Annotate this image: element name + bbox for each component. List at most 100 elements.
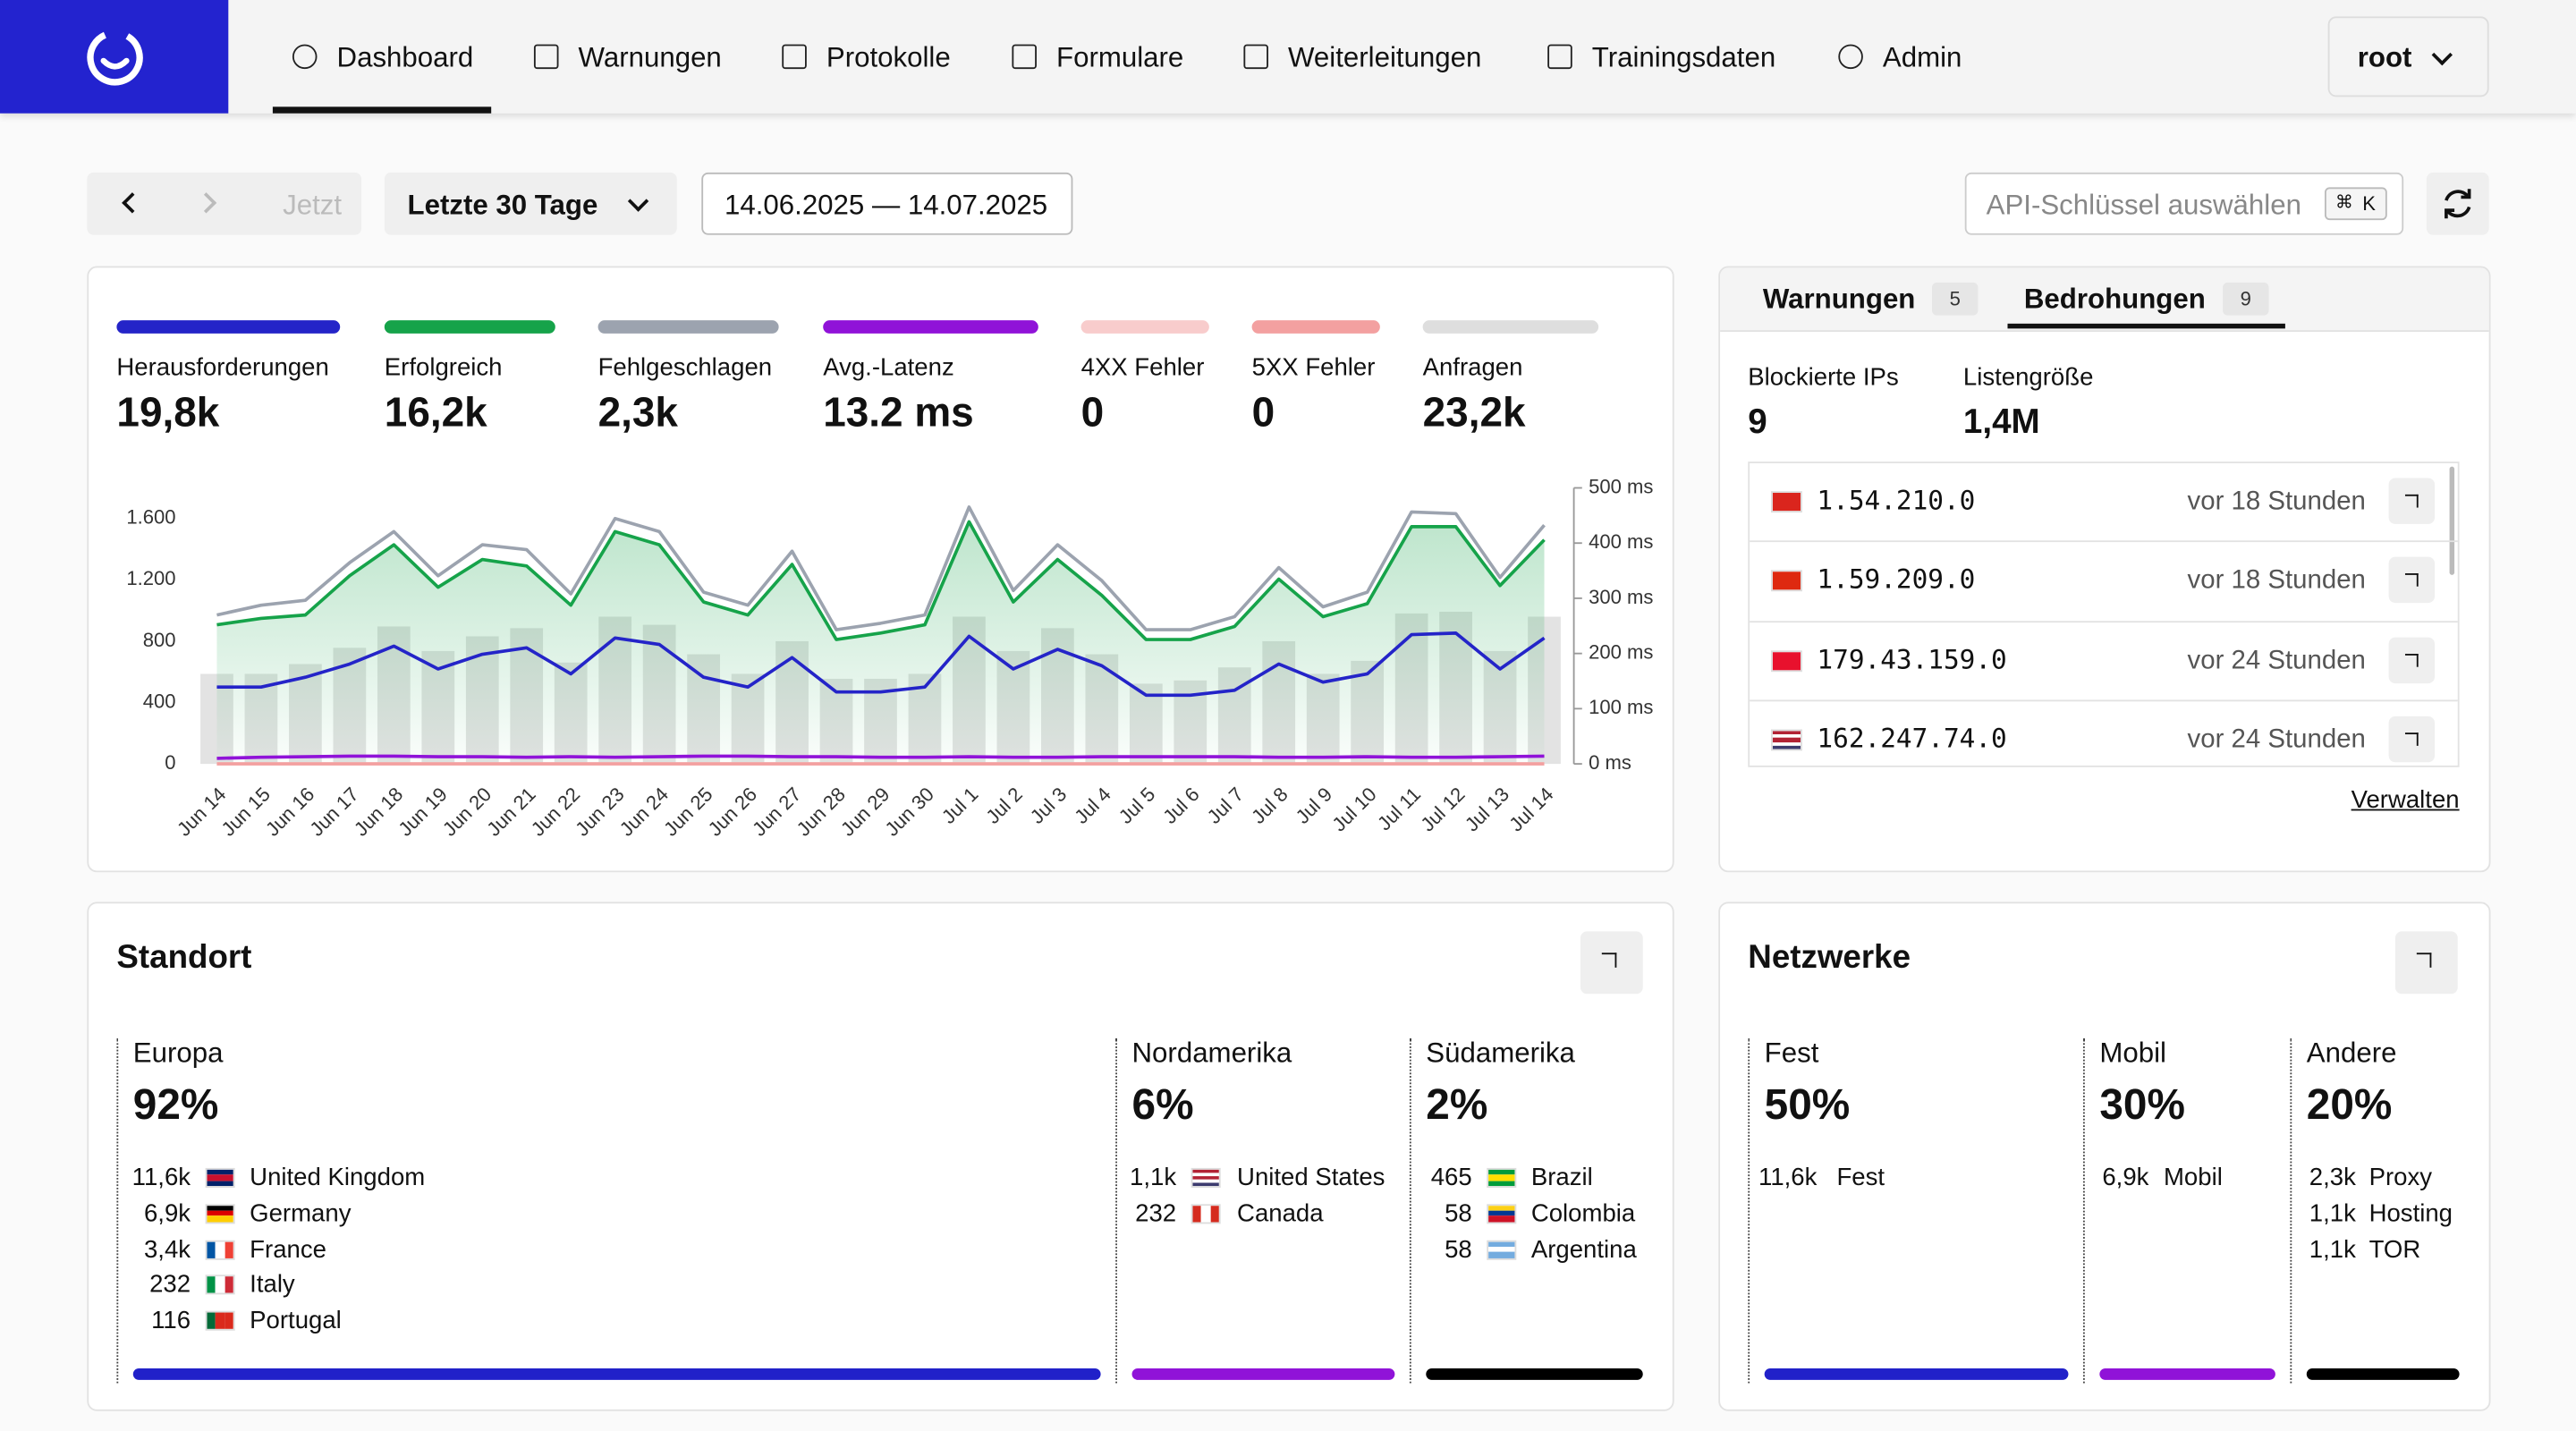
tab-label[interactable]: Bedrohungen xyxy=(2023,283,2206,315)
logo[interactable] xyxy=(0,0,229,114)
x-tick-label: Jun 25 xyxy=(659,783,716,840)
ip-address: 162.247.74.0 xyxy=(1817,722,2007,754)
x-tick-label: Jun 23 xyxy=(571,783,628,840)
item-count: 1,1k xyxy=(2309,1199,2356,1228)
date-range-label[interactable]: 14.06.2025 — 14.07.2025 xyxy=(724,190,1048,222)
flag-stripe xyxy=(1488,1240,1515,1247)
nav-item[interactable]: Trainingsdaten xyxy=(1591,41,1776,73)
x-tick-label: Jun 16 xyxy=(261,783,318,840)
x-tick-label: Jun 24 xyxy=(615,783,673,840)
nav-item[interactable]: Formulare xyxy=(1056,41,1184,73)
legend-swatch xyxy=(384,320,555,334)
y-tick-label: 1.200 xyxy=(126,567,175,589)
flag-stripe xyxy=(1192,1179,1219,1183)
user-menu[interactable] xyxy=(2327,16,2489,97)
region-name: Fest xyxy=(1764,1037,1819,1069)
item-label: United Kingdom xyxy=(250,1164,426,1192)
x-tick-label: Jun 17 xyxy=(305,783,362,840)
api-key-select[interactable] xyxy=(1964,172,2404,235)
now-button[interactable]: Jetzt xyxy=(283,190,343,222)
nav-icon xyxy=(533,44,559,70)
region-bar xyxy=(132,1368,1101,1380)
nav-buttons xyxy=(87,172,362,235)
region-share: 2% xyxy=(1426,1079,1488,1129)
region-share: 20% xyxy=(2306,1079,2393,1129)
row-divider xyxy=(1750,699,2458,702)
networks-expand[interactable] xyxy=(2394,931,2458,995)
y-tick-label: 800 xyxy=(143,629,176,651)
x-tick-label: Jul 1 xyxy=(937,783,983,828)
line xyxy=(216,754,1545,760)
ip-address: 1.54.210.0 xyxy=(1817,484,1976,516)
open-button[interactable] xyxy=(2388,478,2436,524)
manage-link[interactable]: Verwalten xyxy=(2351,785,2460,815)
item-label: TOR xyxy=(2368,1235,2421,1264)
tab-label[interactable]: Warnungen xyxy=(1762,283,1916,315)
shortcut-key: K xyxy=(2362,191,2376,216)
location-expand[interactable] xyxy=(1580,931,1643,995)
legend-swatch xyxy=(597,320,779,334)
open-button[interactable] xyxy=(2388,636,2436,683)
flag-stripe xyxy=(1488,1216,1515,1223)
item-count: 116 xyxy=(151,1307,191,1335)
flag xyxy=(205,1275,235,1296)
legend-swatch xyxy=(1422,320,1599,334)
item-count: 2,3k xyxy=(2309,1164,2356,1192)
column-divider xyxy=(1748,1037,1750,1384)
flag-stripe xyxy=(1210,1205,1219,1223)
flag-stripe xyxy=(1772,493,1801,512)
x-tick-label: Jun 29 xyxy=(836,783,894,840)
legend-total: 13.2 ms xyxy=(823,390,974,436)
column-divider xyxy=(1409,1037,1411,1384)
tab-count-bg xyxy=(2223,282,2269,316)
x-tick-label: Jul 12 xyxy=(1416,783,1469,835)
nav-item[interactable]: Dashboard xyxy=(336,41,474,73)
open-button[interactable] xyxy=(2388,557,2436,604)
ip-address: 1.59.209.0 xyxy=(1817,563,1976,596)
nav-item[interactable]: Protokolle xyxy=(826,41,951,73)
column-divider xyxy=(2290,1037,2292,1384)
legend-total: 0 xyxy=(1251,390,1275,436)
x-tick-label: Jul 4 xyxy=(1070,783,1115,828)
nav-item[interactable]: Warnungen xyxy=(578,41,722,73)
item-label: Hosting xyxy=(2368,1199,2453,1228)
x-tick-label: Jul 2 xyxy=(981,783,1027,828)
region-name: Nordamerika xyxy=(1131,1037,1292,1069)
flag-stripe xyxy=(1201,1205,1211,1223)
item-label: United States xyxy=(1237,1164,1385,1192)
item-count: 58 xyxy=(1445,1199,1472,1228)
api-placeholder[interactable]: API-Schlüssel auswählen xyxy=(1986,190,2301,222)
nav-item[interactable]: Weiterleitungen xyxy=(1288,41,1482,73)
flag-stripe xyxy=(1488,1252,1515,1258)
date-range[interactable] xyxy=(701,172,1073,235)
flag-stripe xyxy=(225,1312,233,1330)
region-bar xyxy=(1426,1368,1643,1380)
flag xyxy=(1771,649,1802,672)
flag-stripe xyxy=(207,1174,233,1181)
y2-tick-label: 0 ms xyxy=(1589,751,1631,774)
item-label: Brazil xyxy=(1530,1164,1593,1192)
threats-card xyxy=(1718,266,2491,873)
item-count: 6,9k xyxy=(2102,1164,2149,1192)
logo-icon xyxy=(87,30,143,86)
item-label: France xyxy=(250,1235,326,1264)
nav-icon xyxy=(1838,44,1863,70)
x-tick-label: Jul 10 xyxy=(1327,783,1380,835)
open-button[interactable] xyxy=(2388,716,2436,763)
x-tick-label: Jun 20 xyxy=(438,783,496,840)
range-select[interactable] xyxy=(384,172,677,235)
y2-tick-label: 400 ms xyxy=(1589,530,1653,553)
flag-stripe xyxy=(207,1205,233,1211)
flag-stripe xyxy=(1488,1210,1515,1217)
y-tick-label: 0 xyxy=(165,751,175,774)
stat-value: 1,4M xyxy=(1962,402,2040,442)
nav-item[interactable]: Admin xyxy=(1882,41,1962,73)
refresh-button[interactable] xyxy=(2426,172,2489,235)
x-tick-label: Jun 30 xyxy=(881,783,938,840)
column-divider xyxy=(116,1037,119,1384)
user-name[interactable]: root xyxy=(2357,41,2412,73)
range-label[interactable]: Letzte 30 Tage xyxy=(407,190,598,222)
flag-stripe xyxy=(207,1240,216,1258)
flag-stripe xyxy=(1772,741,1801,746)
flag-stripe xyxy=(1488,1246,1515,1253)
